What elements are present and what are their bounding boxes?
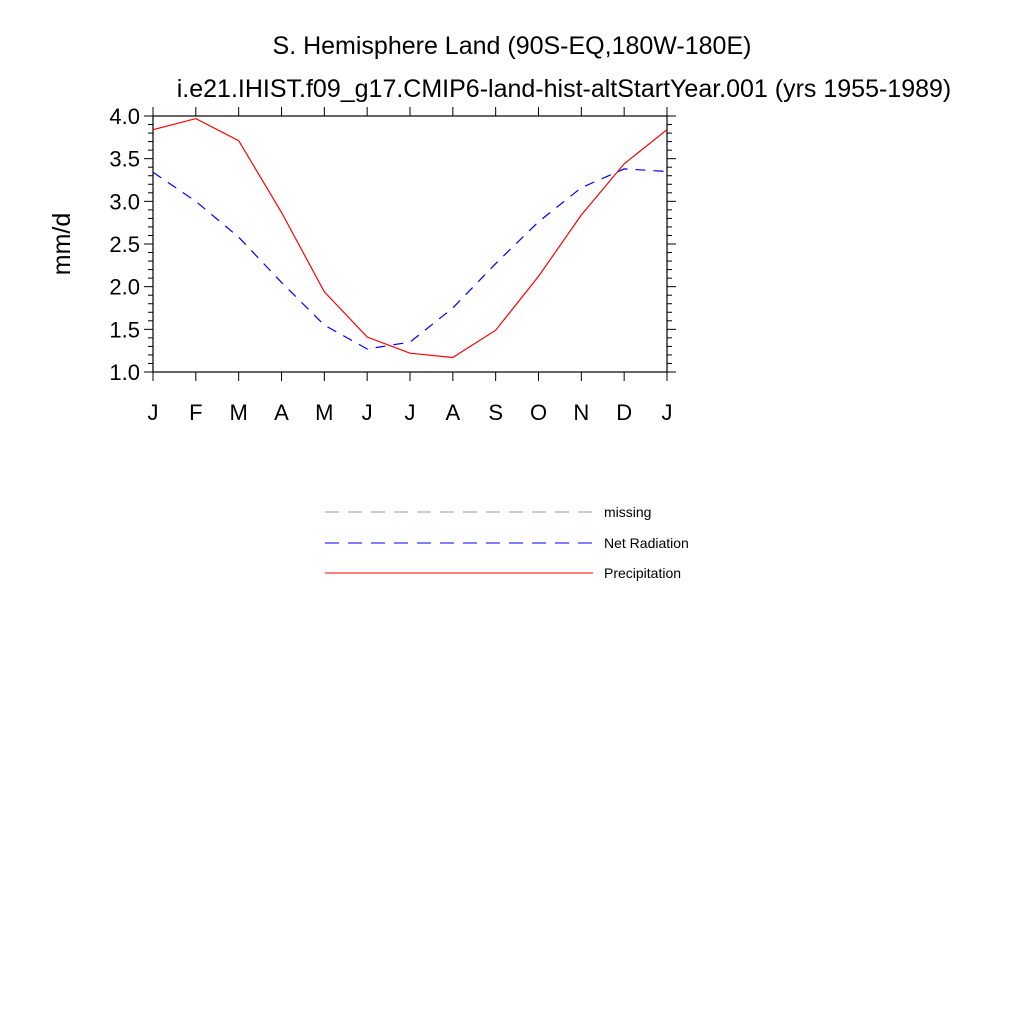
x-tick-label: A <box>445 400 460 425</box>
x-tick-label: O <box>530 400 547 425</box>
x-tick-label: J <box>662 400 673 425</box>
x-tick-label: M <box>315 400 333 425</box>
chart-title: S. Hemisphere Land (90S-EQ,180W-180E) <box>273 32 752 60</box>
x-tick-label: J <box>148 400 159 425</box>
legend-label: missing <box>604 504 651 520</box>
y-tick-label: 3.0 <box>109 189 140 214</box>
y-tick-label: 4.0 <box>109 104 140 129</box>
series-lines <box>152 117 668 359</box>
legend-label: Net Radiation <box>604 535 689 551</box>
axis-ticks: J F M A M J J A S O N D J 1.0 1.5 2.0 2.5 3.0 3.5 4.0 <box>109 104 676 425</box>
x-tick-label: S <box>488 400 503 425</box>
x-tick-label: J <box>362 400 373 425</box>
x-tick-label: A <box>274 400 289 425</box>
series-line-precipitation <box>152 117 668 359</box>
y-tick-label: 2.5 <box>109 232 140 257</box>
plot-area <box>152 115 668 373</box>
x-tick-label: N <box>573 400 589 425</box>
legend-label: Precipitation <box>604 565 681 581</box>
y-axis-label: mm/d <box>48 213 76 276</box>
x-tick-label: F <box>189 400 202 425</box>
x-tick-label: D <box>616 400 632 425</box>
plot-frame <box>152 115 668 373</box>
chart-subtitle: i.e21.IHIST.f09_g17.CMIP6-land-hist-altS… <box>177 75 952 103</box>
y-tick-label: 1.5 <box>109 317 140 342</box>
series-line-net-radiation <box>152 168 668 350</box>
y-tick-label: 3.5 <box>109 147 140 172</box>
x-tick-label: M <box>230 400 248 425</box>
y-tick-label: 2.0 <box>109 275 140 300</box>
x-tick-label: J <box>405 400 416 425</box>
legend: missing Net Radiation Precipitation <box>325 504 689 581</box>
y-tick-label: 1.0 <box>109 360 140 385</box>
